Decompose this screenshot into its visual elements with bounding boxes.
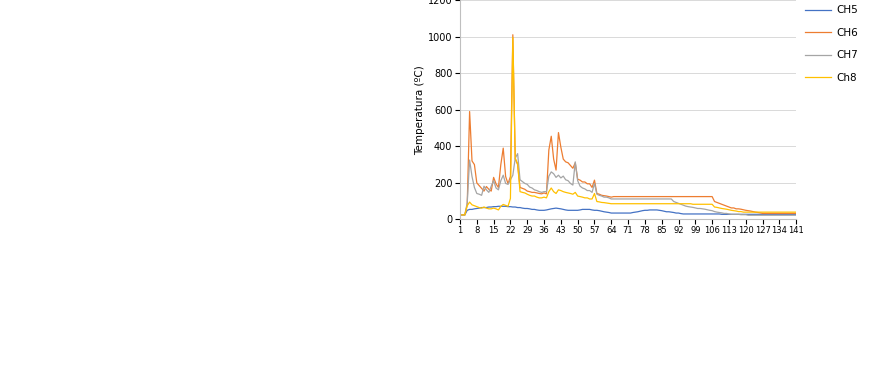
- CH6: [467, 159, 478, 163]
- CH5: [596, 209, 607, 214]
- CH5: [609, 211, 619, 216]
- Line: Ch8: Ch8: [460, 38, 801, 215]
- Ch8: [796, 210, 806, 214]
- CH5: [493, 204, 503, 209]
- CH6: [484, 187, 495, 192]
- Line: CH7: CH7: [460, 154, 801, 215]
- Ch8: [572, 194, 583, 199]
- CH5: [467, 207, 478, 212]
- CH7: [596, 194, 607, 199]
- Line: CH5: CH5: [460, 206, 801, 215]
- CH7: [796, 213, 806, 217]
- Line: CH6: CH6: [460, 35, 801, 215]
- CH5: [572, 208, 583, 212]
- Ch8: [467, 202, 478, 207]
- CH7: [572, 178, 583, 183]
- CH6: [572, 177, 583, 182]
- CH5: [796, 212, 806, 217]
- CH6: [546, 134, 557, 139]
- Ch8: [508, 35, 519, 40]
- CH7: [484, 190, 495, 195]
- Ch8: [454, 212, 465, 217]
- Ch8: [596, 200, 607, 205]
- CH7: [512, 151, 523, 156]
- Ch8: [484, 207, 495, 211]
- CH5: [546, 207, 557, 211]
- CH5: [484, 205, 495, 209]
- CH6: [454, 212, 465, 217]
- CH7: [454, 212, 465, 217]
- CH6: [796, 211, 806, 216]
- CH6: [596, 193, 607, 198]
- Y-axis label: Temperatura (ºC): Temperatura (ºC): [415, 65, 425, 154]
- CH5: [454, 212, 465, 217]
- Ch8: [609, 201, 619, 206]
- CH7: [467, 174, 478, 179]
- CH6: [609, 194, 619, 199]
- Ch8: [546, 186, 557, 190]
- CH6: [508, 33, 519, 37]
- Legend: CH5, CH6, CH7, Ch8: CH5, CH6, CH7, Ch8: [805, 5, 858, 83]
- CH7: [743, 213, 754, 217]
- CH7: [609, 197, 619, 201]
- CH7: [546, 170, 557, 174]
